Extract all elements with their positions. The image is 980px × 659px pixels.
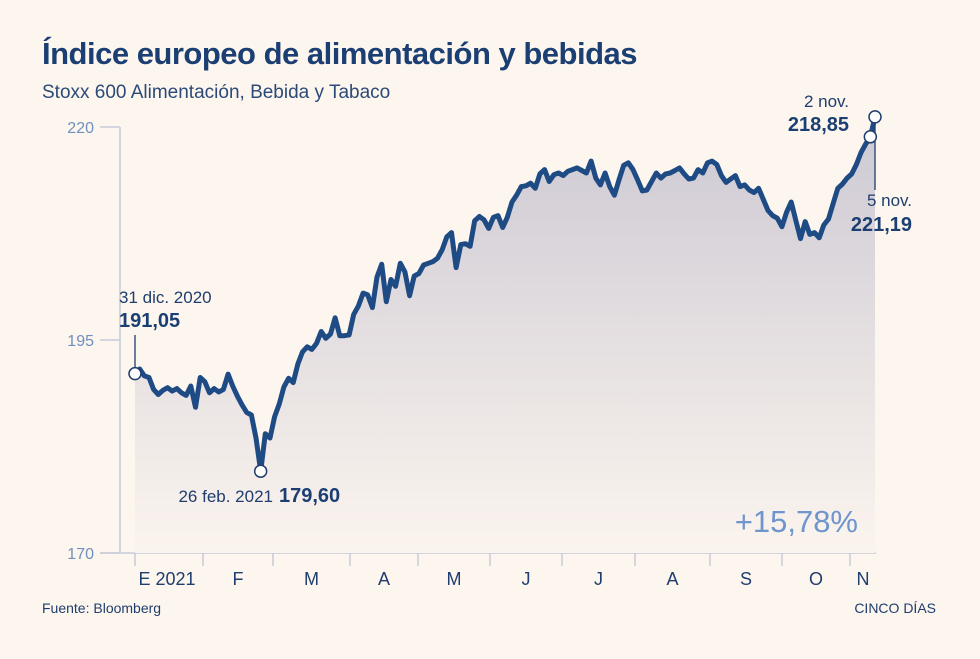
annotation-point: [868, 110, 882, 124]
x-tick-label: A: [666, 569, 678, 589]
annotation-date: 5 nov.: [867, 191, 912, 210]
annotation-point: [253, 464, 268, 478]
chart-title: Índice europeo de alimentación y bebidas: [42, 36, 638, 71]
series-line: [132, 114, 878, 474]
annotation-point: [863, 130, 878, 144]
annotation-value: 221,19: [851, 214, 912, 236]
x-tick-label: S: [740, 569, 752, 589]
x-tick-label: F: [233, 569, 244, 589]
annotation-date: 2 nov.: [804, 92, 849, 111]
x-tick-label: E 2021: [138, 569, 195, 589]
chart-subtitle: Stoxx 600 Alimentación, Bebida y Tabaco: [42, 82, 391, 103]
source-note: Fuente: Bloomberg: [42, 600, 162, 616]
y-tick-label: 195: [67, 333, 94, 350]
y-tick-label: 220: [67, 120, 94, 137]
x-tick-label: N: [857, 569, 870, 589]
y-tick-label: 170: [67, 546, 94, 563]
annotation-value: 191,05: [119, 310, 180, 332]
annotation-date: 31 dic. 2020: [119, 288, 212, 307]
annotation-point: [128, 366, 142, 381]
annotation-date: 26 feb. 2021: [178, 487, 273, 506]
x-tick-label: J: [594, 569, 603, 589]
annotation-value: 218,85: [788, 114, 849, 136]
brand-label: CINCO DÍAS: [854, 600, 936, 616]
x-tick-label: M: [304, 569, 319, 589]
change-label: +15,78%: [735, 504, 858, 539]
x-tick-label: M: [447, 569, 462, 589]
annotation-value: 179,60: [279, 485, 340, 507]
x-tick-label: O: [809, 569, 823, 589]
area-fill: [135, 116, 875, 554]
x-tick-label: J: [522, 569, 531, 589]
x-tick-label: A: [378, 569, 390, 589]
